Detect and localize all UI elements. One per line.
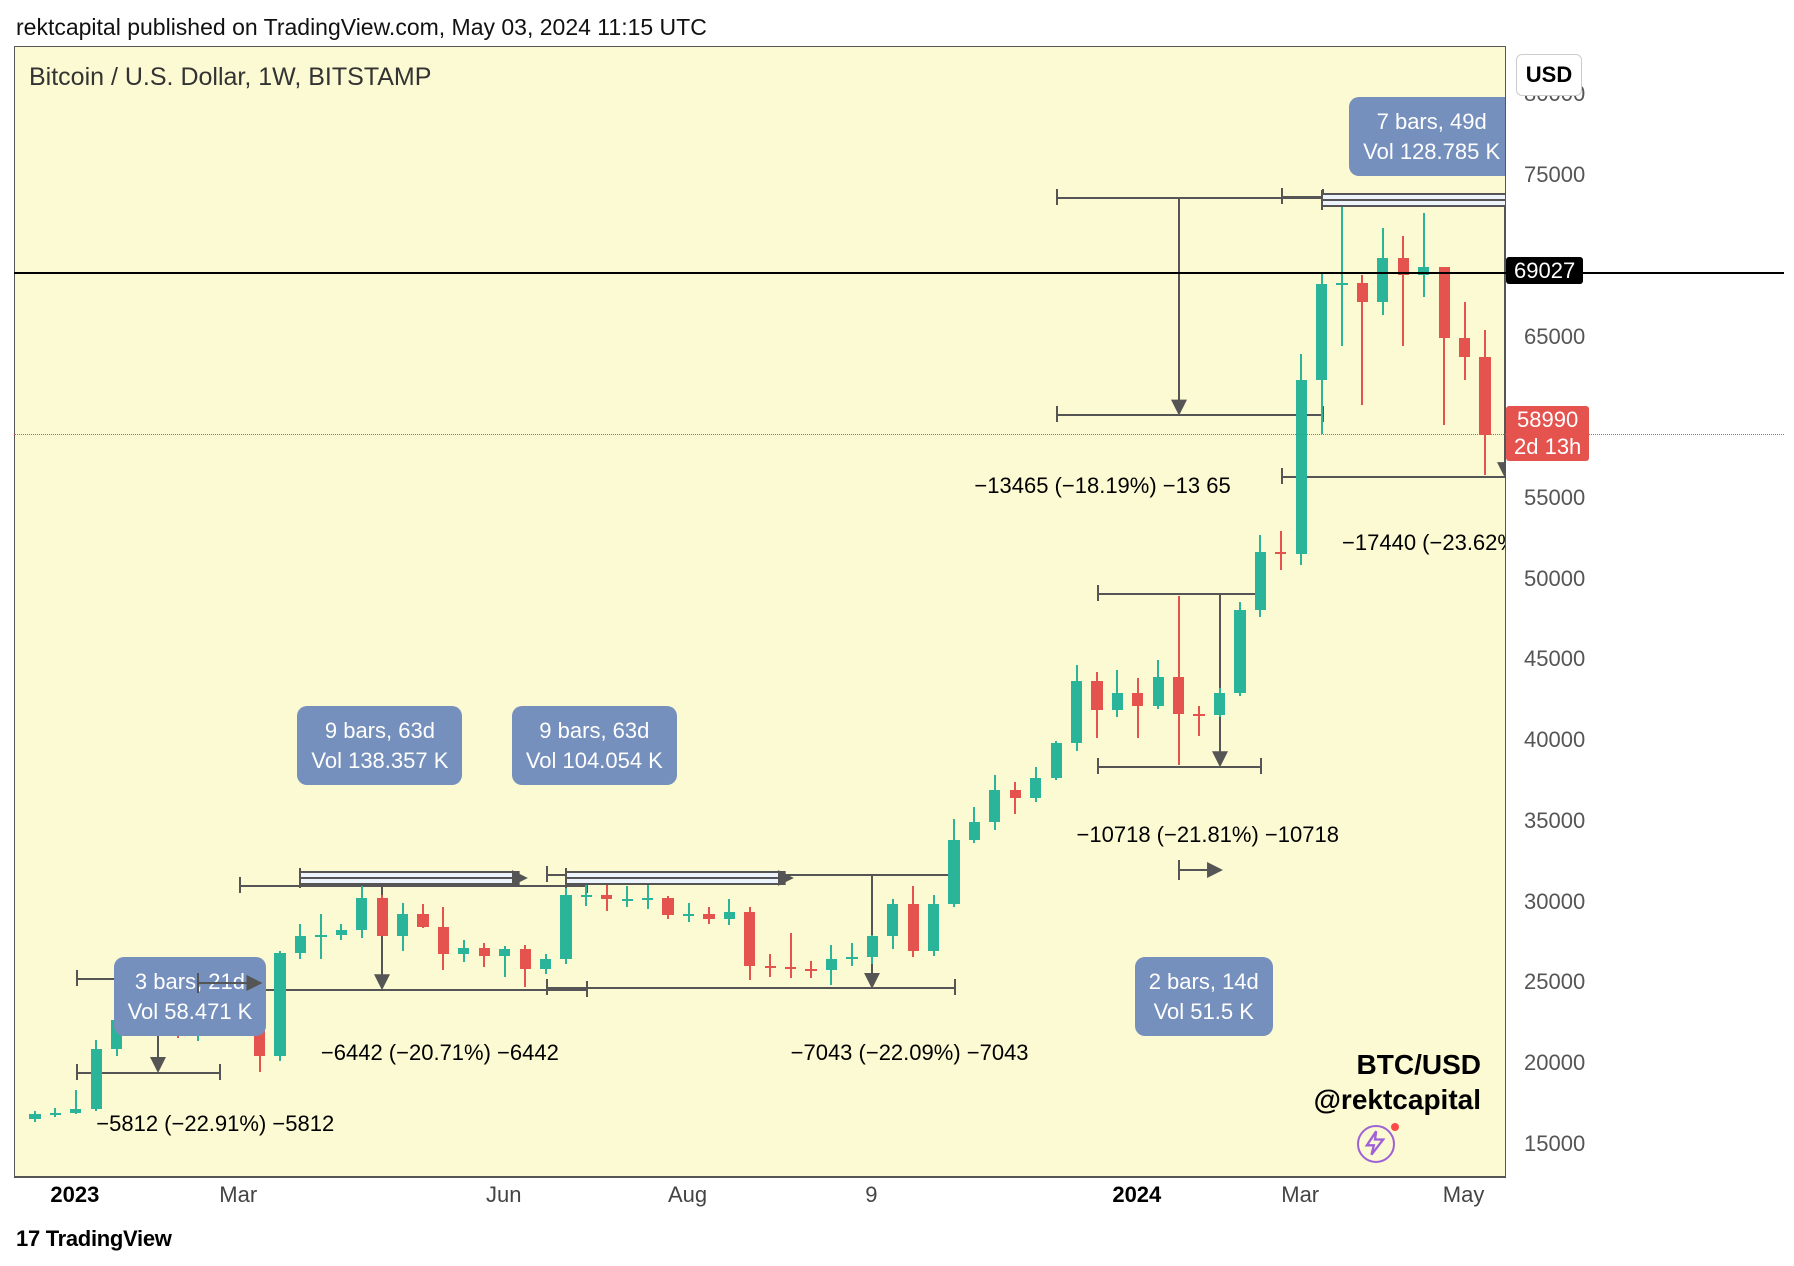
candle [417, 47, 428, 1177]
candle [744, 47, 755, 1177]
candle [1010, 47, 1021, 1177]
candle [336, 47, 347, 1177]
candle [479, 47, 490, 1177]
x-tick: May [1443, 1182, 1485, 1208]
candle [887, 47, 898, 1177]
date-range-info[interactable]: 9 bars, 63dVol 104.054 K [512, 706, 677, 785]
candle [50, 47, 61, 1177]
candle [1418, 47, 1429, 1177]
candle [1051, 47, 1062, 1177]
currency-selector[interactable]: USD [1516, 54, 1582, 96]
candle [846, 47, 857, 1177]
candle [1091, 47, 1102, 1177]
candle [969, 47, 980, 1177]
y-tick: 50000 [1524, 566, 1585, 592]
publish-header: rektcapital published on TradingView.com… [16, 14, 707, 41]
date-range-info[interactable]: 9 bars, 63dVol 138.357 K [297, 706, 462, 785]
chart-area[interactable]: Bitcoin / U.S. Dollar, 1W, BITSTAMP BTC/… [14, 46, 1506, 1178]
range-line [1281, 476, 1506, 478]
time-arrow [296, 866, 535, 892]
tradingview-logo: 17 TradingView [16, 1226, 172, 1252]
candle [1357, 47, 1368, 1177]
y-tick: 45000 [1524, 646, 1585, 672]
candle [458, 47, 469, 1177]
candle [601, 47, 612, 1177]
candle [377, 47, 388, 1177]
candle [928, 47, 939, 1177]
candle [703, 47, 714, 1177]
x-tick: Aug [668, 1182, 707, 1208]
x-tick: Jun [486, 1182, 521, 1208]
candle [1275, 47, 1286, 1177]
candle [1316, 47, 1327, 1177]
y-tick: 75000 [1524, 162, 1585, 188]
time-arrow [194, 971, 269, 997]
candle [622, 47, 633, 1177]
candle [29, 47, 40, 1177]
time-arrow [1318, 188, 1506, 214]
y-tick: 20000 [1524, 1050, 1585, 1076]
candle [356, 47, 367, 1177]
candle [765, 47, 776, 1177]
date-range-info[interactable]: 7 bars, 49dVol 128.785 K [1349, 97, 1506, 176]
candle [1030, 47, 1041, 1177]
y-tick: 15000 [1524, 1131, 1585, 1157]
price-line [14, 272, 1504, 274]
y-tick: 65000 [1524, 324, 1585, 350]
x-tick: 9 [865, 1182, 877, 1208]
x-tick: Mar [1281, 1182, 1319, 1208]
candle [805, 47, 816, 1177]
y-tick: 40000 [1524, 727, 1585, 753]
range-line [239, 989, 586, 991]
x-tick: 2023 [50, 1182, 99, 1208]
price-flag: 69027 [1506, 257, 1583, 285]
candle [520, 47, 531, 1177]
time-arrow [1175, 858, 1230, 884]
candle [438, 47, 449, 1177]
time-arrow [562, 866, 801, 892]
candle [1336, 47, 1347, 1177]
x-tick: 2024 [1112, 1182, 1161, 1208]
price-flag: 589902d 13h [1506, 406, 1589, 461]
candle [499, 47, 510, 1177]
date-range-info[interactable]: 2 bars, 14dVol 51.5 K [1135, 957, 1273, 1036]
candle [274, 47, 285, 1177]
candle [1439, 47, 1450, 1177]
candle [70, 47, 81, 1177]
x-tick: Mar [219, 1182, 257, 1208]
candle [989, 47, 1000, 1177]
y-tick: 25000 [1524, 969, 1585, 995]
y-tick: 35000 [1524, 808, 1585, 834]
candle [662, 47, 673, 1177]
pair-label: Bitcoin / U.S. Dollar, 1W, BITSTAMP [29, 63, 431, 92]
candle [908, 47, 919, 1177]
candle [295, 47, 306, 1177]
candle [581, 47, 592, 1177]
y-tick: 55000 [1524, 485, 1585, 511]
candle [1479, 47, 1490, 1177]
time-axis[interactable]: 2023 Mar Jun Aug 9 2024 Mar May [14, 1176, 1504, 1212]
candle [948, 47, 959, 1177]
candle [1296, 47, 1307, 1177]
candle [642, 47, 653, 1177]
price-axis[interactable]: 15000 20000 25000 30000 35000 40000 45000 50000… [1504, 46, 1614, 1176]
candle [724, 47, 735, 1177]
candle [785, 47, 796, 1177]
candle [867, 47, 878, 1177]
candle [1112, 47, 1123, 1177]
candle [540, 47, 551, 1177]
candle [1398, 47, 1409, 1177]
candle [683, 47, 694, 1177]
candle [315, 47, 326, 1177]
candle [1071, 47, 1082, 1177]
candle [397, 47, 408, 1177]
candle [1459, 47, 1470, 1177]
candle [91, 47, 102, 1177]
candle [826, 47, 837, 1177]
candle [560, 47, 571, 1177]
candle [1377, 47, 1388, 1177]
y-tick: 30000 [1524, 889, 1585, 915]
